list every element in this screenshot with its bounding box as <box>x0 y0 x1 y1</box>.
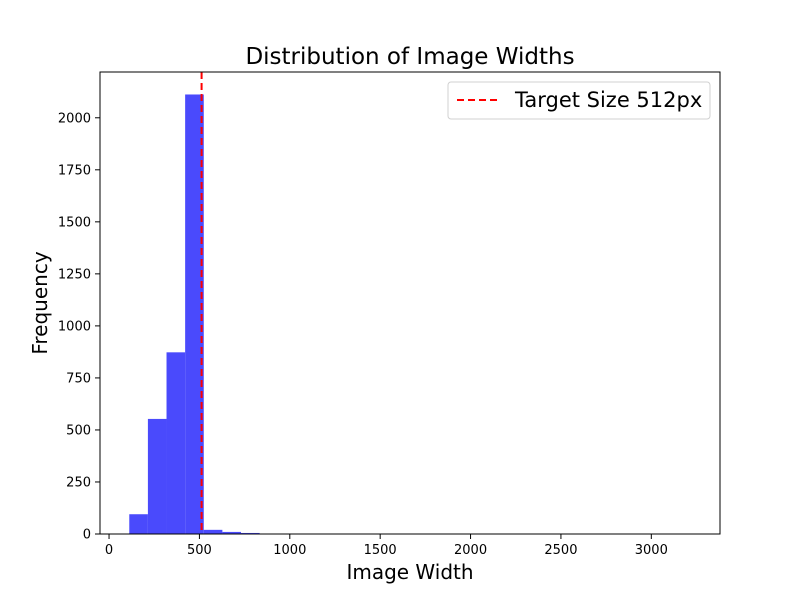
y-axis-ticks: 0 250 500 750 1000 1250 1500 1750 2000 <box>58 111 100 543</box>
y-tick-label: 2000 <box>58 111 91 126</box>
histogram-bar <box>240 532 260 534</box>
histogram-bar <box>129 514 148 534</box>
x-tick-label: 0 <box>105 543 113 558</box>
x-tick-label: 2000 <box>454 543 487 558</box>
legend-label: Target Size 512px <box>514 88 702 112</box>
histogram-bar <box>203 529 223 534</box>
y-tick-label: 1500 <box>58 215 91 230</box>
y-axis-title: Frequency <box>28 251 52 354</box>
y-tick-label: 1250 <box>58 267 91 282</box>
y-tick-label: 1000 <box>58 319 91 334</box>
legend-box <box>447 81 711 120</box>
chart-title: Distribution of Image Widths <box>245 44 574 70</box>
y-tick-label: 750 <box>66 371 91 386</box>
x-axis-title: Image Width <box>346 560 473 584</box>
x-axis-ticks: 0 500 1000 1500 2000 2500 3000 <box>105 534 668 558</box>
x-tick-label: 3000 <box>635 543 668 558</box>
histogram-bar <box>185 94 204 534</box>
legend: Target Size 512px <box>447 81 711 120</box>
histogram-bar <box>166 352 186 534</box>
histogram-bar <box>147 418 167 534</box>
y-tick-label: 500 <box>66 423 91 438</box>
plot-frame <box>99 71 721 535</box>
y-tick-label: 1750 <box>58 163 91 178</box>
x-tick-label: 1000 <box>273 543 306 558</box>
x-tick-label: 500 <box>187 543 212 558</box>
y-tick-label: 250 <box>66 475 91 490</box>
y-tick-label: 0 <box>83 528 91 543</box>
x-tick-label: 1500 <box>364 543 397 558</box>
x-tick-label: 2500 <box>544 543 577 558</box>
histogram-bars <box>129 94 316 534</box>
histogram-bar <box>222 531 241 534</box>
